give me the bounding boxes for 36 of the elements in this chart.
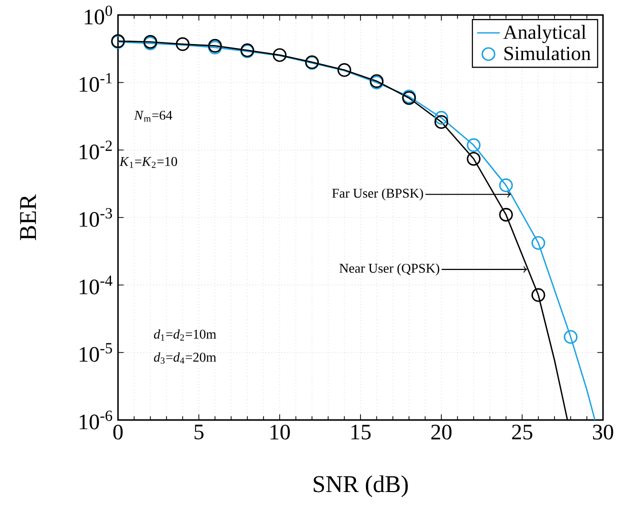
- legend-label: Simulation: [504, 46, 591, 60]
- point: [176, 37, 190, 52]
- x-tick-label: 5: [194, 424, 204, 440]
- point: [466, 152, 481, 166]
- annotation: d$_{3}$=d$_{4}$=20m: [154, 352, 216, 364]
- point: [531, 236, 546, 250]
- point: [499, 178, 513, 192]
- x-tick-label: 10: [270, 424, 290, 440]
- point: [531, 288, 546, 302]
- point: [272, 48, 287, 62]
- x-tick-label: 15: [351, 424, 371, 440]
- annotation: Near User (QPSK): [339, 263, 440, 276]
- annotation: Far User (BPSK): [332, 188, 424, 200]
- annotation: d$_{1}$=d$_{2}$=10m: [154, 329, 216, 341]
- legend-label: Analytical: [503, 24, 586, 44]
- x-tick-label: 30: [593, 424, 614, 440]
- point: [466, 138, 481, 152]
- y-tick-label: 10$^{-4}$: [80, 276, 112, 294]
- x-axis-title: SNR (dB): [314, 475, 408, 498]
- y-tick-label: 10$^{-2}$: [80, 140, 112, 160]
- y-tick-label: 10$^{-3}$: [80, 208, 112, 227]
- y-tick-label: 10$^{-1}$: [80, 73, 112, 92]
- x-tick-label: 25: [512, 424, 532, 440]
- y-tick-label: 10$^{-6}$: [80, 410, 112, 430]
- point: [564, 330, 578, 344]
- y-tick-label: 10$^{-5}$: [80, 343, 112, 362]
- annotation: K$_{1}$=K$_{2}$=10: [119, 156, 178, 168]
- y-tick-label: 10$^{0}$: [84, 6, 112, 24]
- y-axis-title: BER: [20, 194, 36, 240]
- annotation: N$_{m}$=64: [134, 110, 172, 122]
- point: [434, 115, 448, 129]
- x-tick-label: 0: [113, 424, 123, 440]
- x-tick-label: 20: [431, 424, 452, 440]
- point: [434, 110, 448, 125]
- point: [499, 208, 513, 222]
- point: [337, 63, 352, 77]
